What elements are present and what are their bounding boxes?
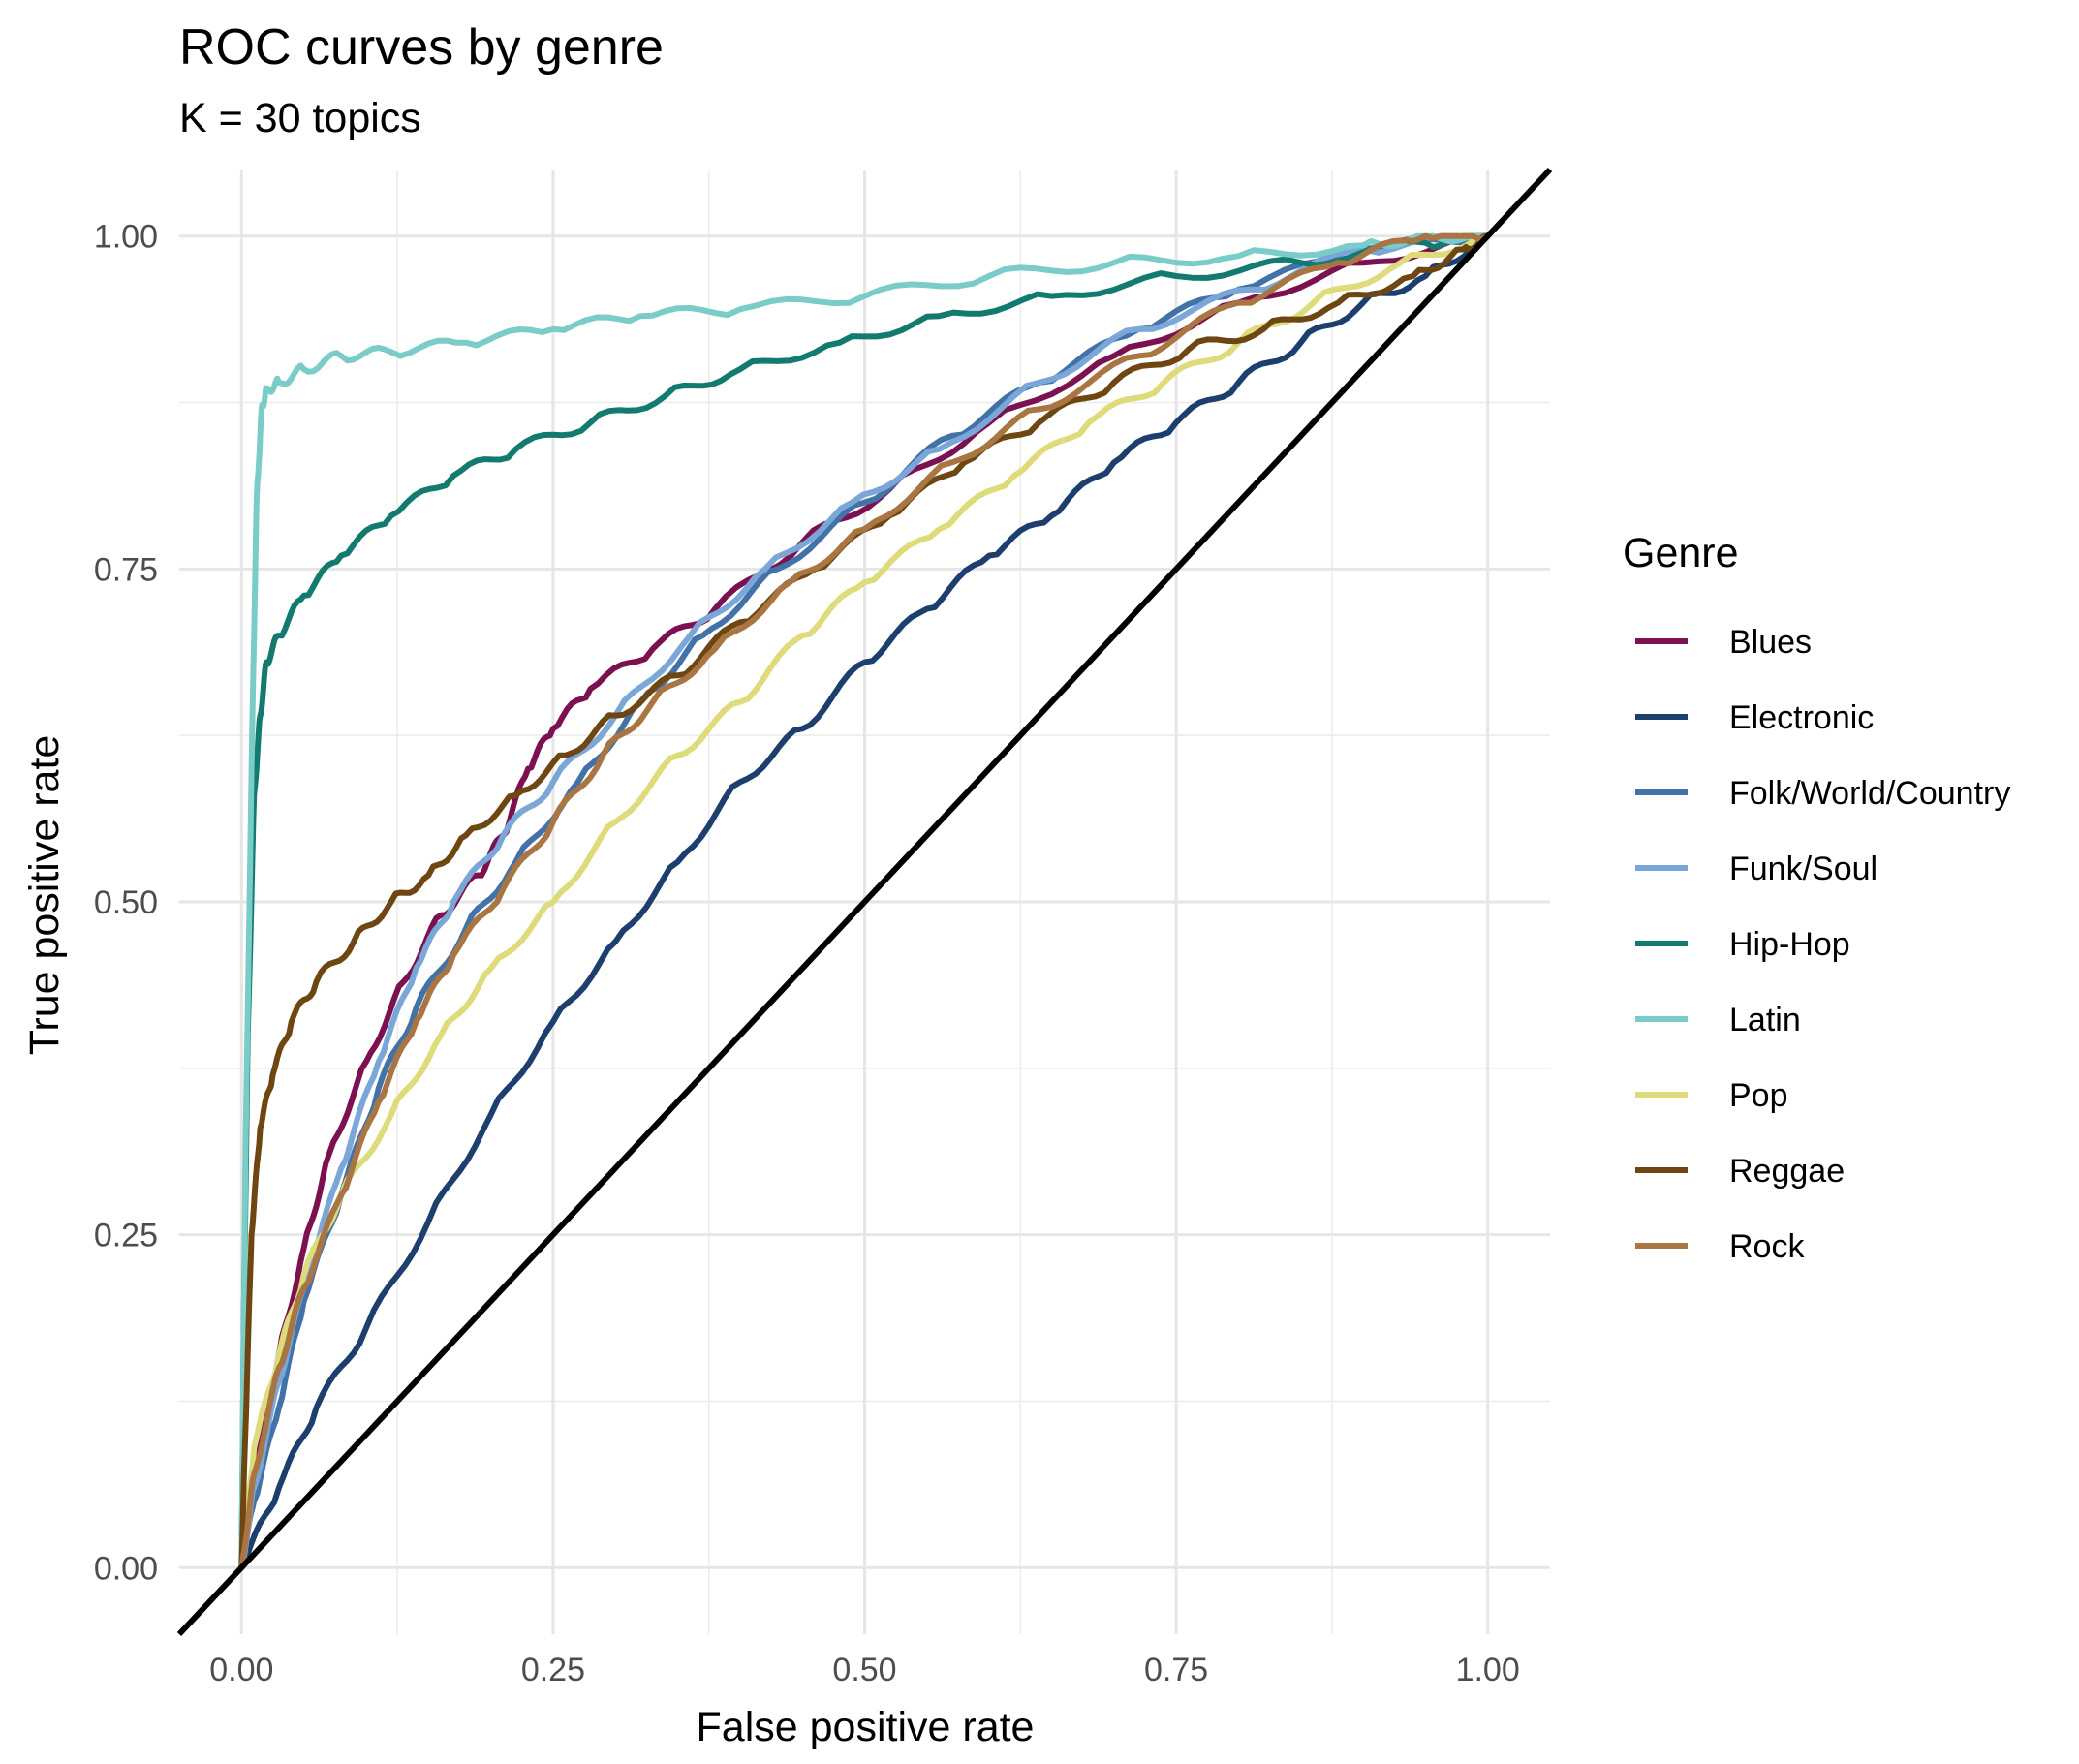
x-tick-label: 1.00 <box>1456 1652 1520 1688</box>
series-line-hip-hop <box>238 232 1491 1571</box>
legend: Genre Blues Electronic Folk/World/Country F… <box>1623 530 2010 1265</box>
legend-label-folk-world-country: Folk/World/Country <box>1729 775 2010 812</box>
chart-subtitle: K = 30 topics <box>179 95 421 141</box>
x-tick-label: 0.00 <box>209 1652 273 1688</box>
y-tick-label: 0.25 <box>94 1218 158 1254</box>
reference-diagonal <box>176 167 1553 1637</box>
legend-label-pop: Pop <box>1729 1077 1788 1114</box>
x-tick-label: 0.50 <box>832 1652 896 1688</box>
legend-label-reggae: Reggae <box>1729 1153 1845 1190</box>
y-tick-label: 0.50 <box>94 884 158 921</box>
legend-label-blues: Blues <box>1729 624 1812 661</box>
series-line-electronic <box>238 232 1491 1571</box>
chart-title: ROC curves by genre <box>179 19 664 76</box>
legend-title: Genre <box>1623 530 1739 576</box>
legend-label-hip-hop: Hip-Hop <box>1729 926 1850 963</box>
legend-label-funk-soul: Funk/Soul <box>1729 851 1877 887</box>
series-line-blues <box>238 232 1491 1571</box>
legend-label-rock: Rock <box>1729 1228 1805 1265</box>
legend-label-latin: Latin <box>1729 1002 1801 1038</box>
series-line-reggae <box>238 232 1491 1571</box>
y-tick-label: 0.00 <box>94 1550 158 1587</box>
x-axis-title: False positive rate <box>697 1704 1035 1750</box>
y-tick-label: 0.75 <box>94 551 158 588</box>
x-tick-label: 0.25 <box>521 1652 585 1688</box>
x-tick-label: 0.75 <box>1144 1652 1208 1688</box>
series-lines <box>238 232 1491 1571</box>
series-line-latin <box>238 232 1491 1571</box>
y-tick-label: 1.00 <box>94 219 158 256</box>
y-axis-title: True positive rate <box>21 735 68 1056</box>
legend-label-electronic: Electronic <box>1729 699 1874 736</box>
diagonal-line <box>176 167 1553 1637</box>
legend-items: Blues Electronic Folk/World/Country Funk/So… <box>1635 624 2010 1265</box>
tick-labels: 0.00 0.25 0.50 0.75 1.00 0.00 0.25 0.50 0.75 1.00 <box>94 219 1520 1688</box>
series-line-rock <box>238 232 1491 1571</box>
